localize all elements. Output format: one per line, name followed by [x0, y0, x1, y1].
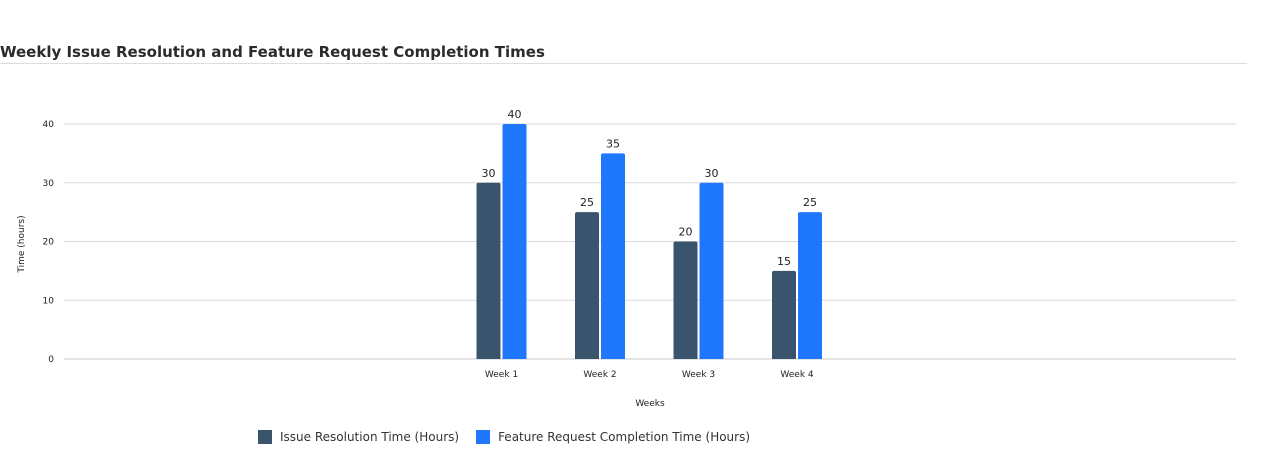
y-axis-ticks: 0 10 20 30 40: [43, 120, 55, 365]
title-divider: [0, 63, 1247, 64]
data-label: 30: [482, 167, 496, 180]
x-tick-label: Week 2: [583, 370, 616, 380]
y-axis-title: Time (hours): [17, 215, 27, 273]
bar-issue-resolution-4: [772, 270, 796, 359]
y-tick-label: 40: [43, 120, 55, 130]
y-tick-label: 10: [43, 296, 55, 306]
bar-issue-resolution-1: [476, 182, 501, 359]
legend-label: Feature Request Completion Time (Hours): [498, 430, 751, 444]
y-tick-label: 20: [43, 238, 55, 248]
y-tick-label: 30: [43, 179, 55, 189]
bar-feature-request-1: [502, 124, 527, 359]
data-label: 15: [777, 255, 791, 268]
data-label: 35: [606, 137, 620, 150]
bar-issue-resolution-2: [575, 212, 599, 359]
chart-title: Weekly Issue Resolution and Feature Requ…: [0, 43, 545, 61]
legend-label: Issue Resolution Time (Hours): [280, 430, 460, 444]
gridlines: [64, 123, 1236, 360]
bar-feature-request-4: [798, 212, 822, 359]
x-tick-label: Week 3: [682, 370, 715, 380]
data-label: 40: [508, 108, 522, 121]
x-axis-title: Weeks: [635, 399, 665, 409]
legend-item[interactable]: Feature Request Completion Time (Hours): [476, 430, 750, 444]
bar-feature-request-3: [699, 182, 724, 359]
bar-issue-resolution-3: [673, 241, 698, 359]
data-labels: 30 40 25 35 20 30 15 25: [482, 108, 818, 268]
x-tick-label: Week 1: [485, 370, 518, 380]
legend-swatch: [476, 430, 491, 444]
y-tick-label: 0: [48, 355, 54, 365]
legend-swatch: [258, 430, 272, 444]
legend: Issue Resolution Time (Hours) Feature Req…: [258, 430, 767, 444]
x-tick-label: Week 4: [780, 370, 814, 380]
legend-item[interactable]: Issue Resolution Time (Hours): [258, 430, 459, 444]
data-label: 20: [679, 226, 693, 239]
data-label: 30: [705, 167, 719, 180]
data-label: 25: [803, 196, 817, 209]
bars: [476, 124, 822, 359]
bar-feature-request-2: [601, 153, 625, 359]
data-label: 25: [580, 196, 594, 209]
x-axis-ticks: Week 1 Week 2 Week 3 Week 4: [485, 370, 814, 380]
